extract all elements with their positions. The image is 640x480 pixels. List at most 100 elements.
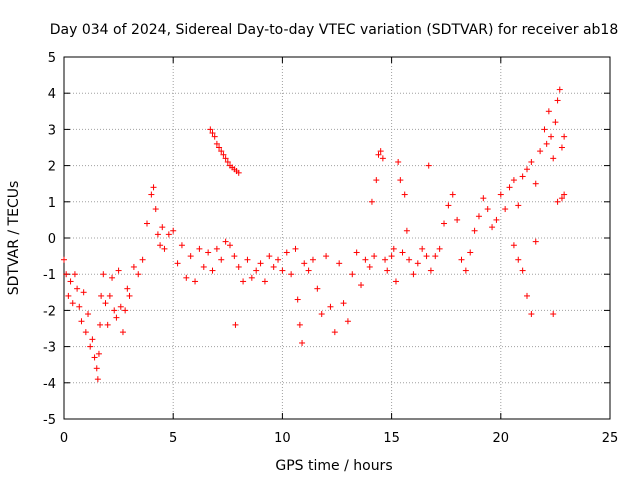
data-point (524, 166, 531, 173)
data-point (211, 133, 218, 140)
data-point (78, 318, 85, 325)
data-point (528, 311, 535, 318)
data-point (545, 108, 552, 115)
data-point (65, 292, 72, 299)
data-point (537, 148, 544, 155)
data-point (550, 155, 557, 162)
y-tick-label: -5 (43, 413, 56, 428)
data-point (558, 195, 565, 202)
data-point (406, 256, 413, 263)
data-point (502, 206, 509, 213)
data-point (213, 245, 220, 252)
data-point (419, 245, 426, 252)
data-point (218, 148, 225, 155)
data-point (232, 321, 239, 328)
data-point (218, 256, 225, 263)
data-point (200, 263, 207, 270)
data-point (292, 245, 299, 252)
data-point (71, 271, 78, 278)
data-point (104, 321, 111, 328)
data-point (323, 253, 330, 260)
data-point (279, 267, 286, 274)
data-point (519, 267, 526, 274)
data-point (170, 227, 177, 234)
data-point (248, 274, 255, 281)
data-point (178, 242, 185, 249)
data-point (432, 253, 439, 260)
data-point (524, 292, 531, 299)
x-tick-label: 25 (602, 431, 619, 446)
data-point (414, 260, 421, 267)
data-point (403, 227, 410, 234)
data-point (275, 256, 282, 263)
data-point (399, 249, 406, 256)
data-point (187, 253, 194, 260)
data-point (244, 256, 251, 263)
x-tick-label: 10 (274, 431, 291, 446)
data-point (192, 278, 199, 285)
data-point (196, 245, 203, 252)
data-point (266, 253, 273, 260)
data-point (139, 256, 146, 263)
data-point (397, 177, 404, 184)
data-point (209, 267, 216, 274)
y-tick-label: -4 (43, 377, 56, 392)
data-point (159, 224, 166, 231)
data-point (82, 329, 89, 336)
data-point (550, 311, 557, 318)
data-point (484, 206, 491, 213)
data-point (532, 180, 539, 187)
data-point (102, 300, 109, 307)
data-point (362, 256, 369, 263)
data-point (283, 249, 290, 256)
data-point (543, 140, 550, 147)
data-point (235, 169, 242, 176)
data-point (445, 202, 452, 209)
data-point (358, 282, 365, 289)
data-point (143, 220, 150, 227)
data-point (115, 267, 122, 274)
data-point (100, 271, 107, 278)
data-point (318, 311, 325, 318)
data-point (113, 314, 120, 321)
data-point (384, 267, 391, 274)
data-point (344, 318, 351, 325)
data-point (489, 224, 496, 231)
x-axis-label: GPS time / hours (275, 458, 392, 474)
data-point (154, 231, 161, 238)
data-point (97, 321, 104, 328)
data-point (353, 249, 360, 256)
data-point (270, 263, 277, 270)
data-point (296, 321, 303, 328)
data-points (61, 86, 568, 383)
data-point (80, 289, 87, 296)
data-point (148, 191, 155, 198)
data-point (532, 238, 539, 245)
data-point (117, 303, 124, 310)
data-point (392, 278, 399, 285)
data-point (497, 191, 504, 198)
data-point (130, 263, 137, 270)
data-point (220, 151, 227, 158)
data-point (375, 151, 382, 158)
data-point (152, 206, 159, 213)
y-tick-label: 2 (48, 160, 56, 175)
data-point (235, 263, 242, 270)
data-point (135, 271, 142, 278)
data-point (91, 354, 98, 361)
grid-lines (64, 57, 610, 419)
data-point (305, 267, 312, 274)
data-point (458, 256, 465, 263)
x-tick-label: 20 (493, 431, 510, 446)
data-point (94, 376, 101, 383)
data-point (213, 140, 220, 147)
data-point (331, 329, 338, 336)
data-point (471, 227, 478, 234)
data-point (183, 274, 190, 281)
data-point (261, 278, 268, 285)
data-point (480, 195, 487, 202)
data-point (541, 126, 548, 133)
data-point (205, 249, 212, 256)
data-point (95, 350, 102, 357)
